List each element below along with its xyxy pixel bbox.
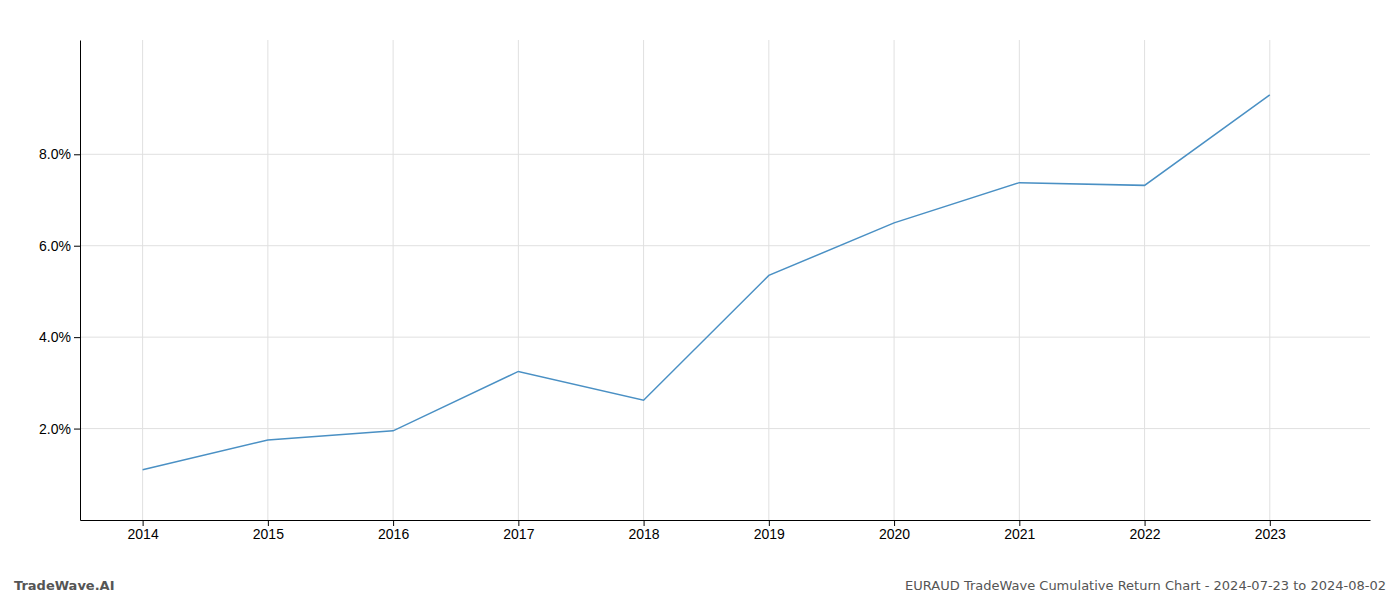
plot: 2014 2015 2016 2017 2018 2019 2020 2021 2022 2023… — [39, 40, 1370, 542]
x-tick: 2018 — [629, 520, 660, 542]
y-tick: 4.0% — [39, 329, 80, 345]
y-tick-label: 8.0% — [39, 146, 71, 162]
grid-line-x — [768, 40, 769, 520]
x-tick-label: 2021 — [1004, 526, 1035, 542]
chart: 2014 2015 2016 2017 2018 2019 2020 2021 2022 2023… — [0, 0, 1400, 600]
x-tick-label: 2019 — [754, 526, 785, 542]
y-tick-mark — [74, 154, 80, 155]
grid-line-x — [643, 40, 644, 520]
line — [143, 95, 1270, 470]
grid-line-x — [1269, 40, 1270, 520]
grid-line-y — [80, 428, 1370, 429]
grid-line-x — [1019, 40, 1020, 520]
grid-line-x — [1144, 40, 1145, 520]
x-tick: 2021 — [1004, 520, 1035, 542]
y-tick-label: 6.0% — [39, 238, 71, 254]
y-axis-line — [80, 41, 81, 521]
grid-line-x — [518, 40, 519, 520]
grid-line-y — [80, 337, 1370, 338]
x-tick-label: 2018 — [629, 526, 660, 542]
x-tick: 2020 — [879, 520, 910, 542]
footer-right: EURAUD TradeWave Cumulative Return Chart… — [905, 578, 1386, 593]
x-axis: 2014 2015 2016 2017 2018 2019 2020 2021 2022 2023 — [81, 520, 1371, 542]
y-axis: 2.0% 4.0% 6.0% 8.0% — [39, 41, 80, 521]
y-tick-label: 4.0% — [39, 329, 71, 345]
x-axis-line — [81, 520, 1371, 521]
grid — [80, 40, 1370, 520]
x-tick-label: 2015 — [253, 526, 284, 542]
x-tick-label: 2017 — [503, 526, 534, 542]
y-tick-mark — [74, 429, 80, 430]
x-tick: 2017 — [503, 520, 534, 542]
x-tick: 2023 — [1255, 520, 1286, 542]
marks — [143, 95, 1270, 470]
footer-left: TradeWave.AI — [14, 578, 115, 593]
x-tick: 2019 — [754, 520, 785, 542]
grid-line-x — [393, 40, 394, 520]
x-tick-label: 2023 — [1255, 526, 1286, 542]
y-tick: 6.0% — [39, 238, 80, 254]
y-tick-mark — [74, 337, 80, 338]
grid-line-x — [894, 40, 895, 520]
y-tick-mark — [74, 246, 80, 247]
x-tick-label: 2020 — [879, 526, 910, 542]
x-tick: 2015 — [253, 520, 284, 542]
grid-line-y — [80, 154, 1370, 155]
x-tick-label: 2014 — [128, 526, 159, 542]
x-tick-label: 2022 — [1129, 526, 1160, 542]
grid-line-x — [267, 40, 268, 520]
x-tick: 2014 — [128, 520, 159, 542]
x-tick: 2016 — [378, 520, 409, 542]
x-tick-label: 2016 — [378, 526, 409, 542]
x-tick: 2022 — [1129, 520, 1160, 542]
y-tick: 8.0% — [39, 146, 80, 162]
y-tick: 2.0% — [39, 421, 80, 437]
grid-line-x — [142, 40, 143, 520]
grid-line-y — [80, 245, 1370, 246]
y-tick-label: 2.0% — [39, 421, 71, 437]
